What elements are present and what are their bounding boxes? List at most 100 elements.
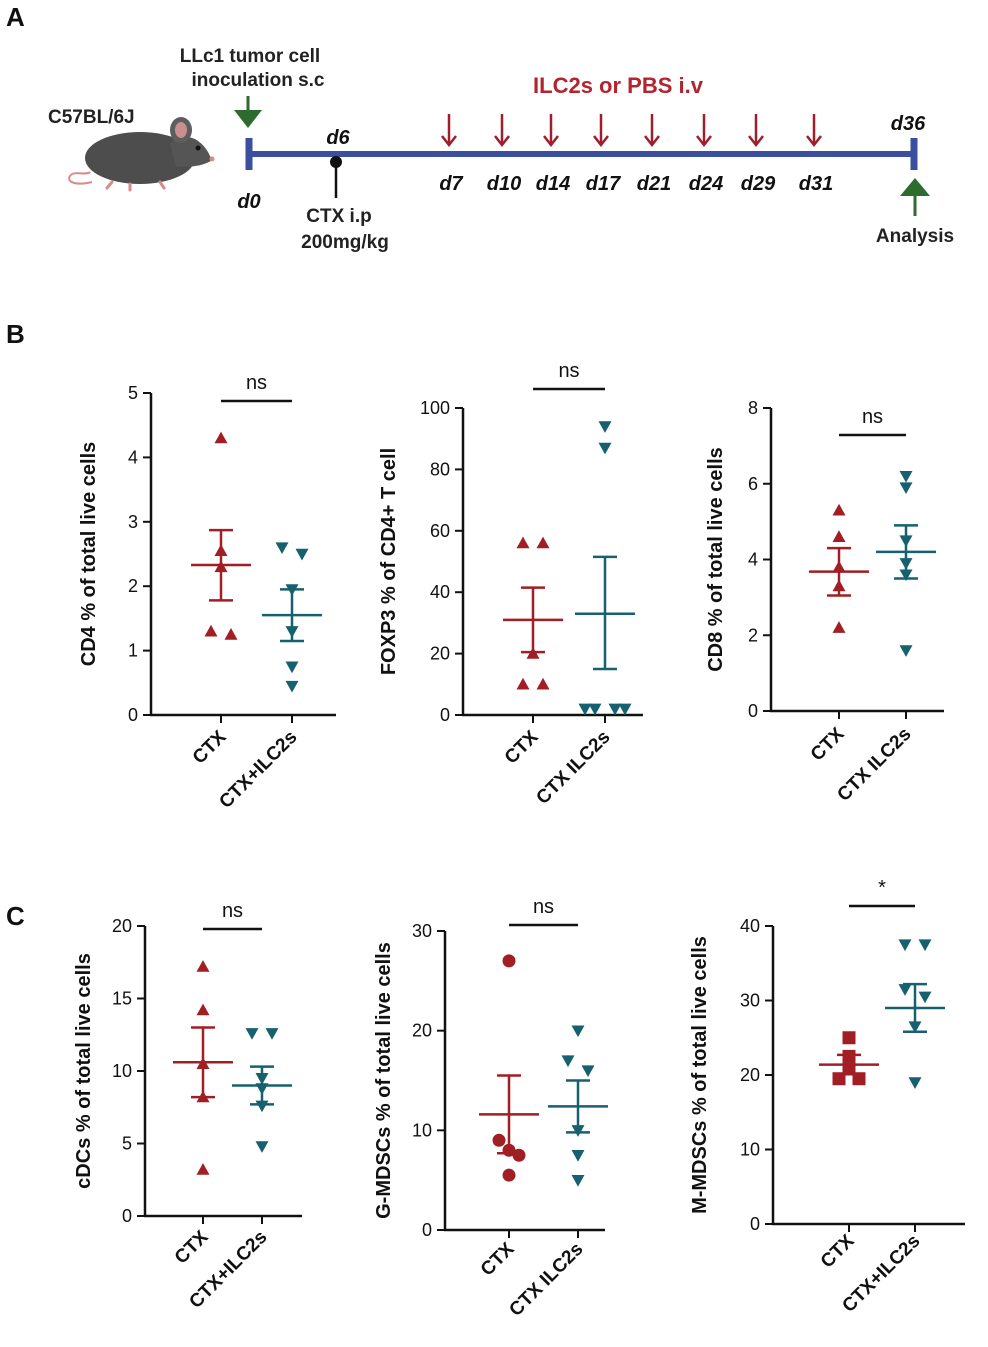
series-ilc2s [548,1025,608,1187]
injection-days: d7 d10 d14 d17 d21 d24 d29 d31 [439,173,833,195]
foxp3-chart: 0 20 40 60 80 100 FOXP3 % of CD4+ T cell CTXCTX… [378,360,643,809]
series-ctx [479,954,539,1182]
y-tick-label: 40 [430,582,450,602]
significance-label: ns [862,406,883,428]
significance-label: ns [246,372,267,394]
injection-arrow-icon [748,114,764,148]
injection-day-label: d7 [439,173,463,195]
inoculation-label-line2: inoculation s.c [191,70,324,91]
y-axis-label: CD8 % of total live cells [705,447,727,672]
data-point [598,442,612,455]
y-tick-label: 5 [128,383,138,403]
series-ctx [173,960,233,1175]
y-tick-label: 30 [412,921,432,941]
y-tick-label: 20 [412,1021,432,1041]
injection-arrows [441,114,822,148]
injection-arrow-icon [543,114,559,148]
data-point [295,548,309,561]
inoculation-arrow-icon [234,96,262,128]
analysis-arrow-icon [900,178,930,216]
y-tick-label: 6 [748,474,758,494]
ctx-dose-line2: 200mg/kg [301,232,389,253]
y-axis-label: G-MDSCs % of total live cells [373,942,395,1219]
y-tick-label: 40 [740,916,760,936]
data-point [832,621,846,633]
ctx-day-label: d6 [326,127,350,149]
series-ilc2s [885,939,945,1089]
series-ctx [503,536,563,690]
inoculation-label-line1: LLc1 tumor cell [180,46,320,67]
y-tick-label: 3 [128,512,138,532]
y-tick-label: 4 [128,447,138,467]
data-point [571,1025,585,1038]
category-label: CTX [501,726,543,768]
data-point [255,1141,269,1153]
data-point [502,954,516,968]
data-point [899,470,913,483]
significance-label: * [878,877,886,899]
category-label: CTX ILC2s [532,727,614,809]
injection-day-label: d10 [487,173,521,195]
data-point [512,1148,526,1162]
analysis-label: Analysis [876,226,954,247]
data-point [899,482,913,495]
y-tick-label: 30 [740,991,760,1011]
data-point [275,542,289,555]
injection-arrow-icon [494,114,510,148]
significance-label: ns [558,360,579,382]
ctx-dose-line1: CTX i.p [306,206,371,227]
series-ilc2s [575,421,635,716]
end-day-label: d36 [891,113,926,135]
data-point [502,1168,516,1182]
y-tick-label: 0 [750,1214,760,1234]
data-point [898,939,912,952]
injection-arrow-icon [441,114,457,148]
data-point [516,536,530,549]
data-point [204,624,218,637]
y-tick-label: 2 [748,625,758,645]
data-point [492,1133,506,1147]
treatment-label: ILC2s or PBS i.v [533,73,704,98]
injection-day-label: d31 [799,173,833,195]
y-tick-label: 100 [420,398,450,418]
data-point [245,1028,259,1040]
y-tick-label: 0 [128,705,138,725]
data-point [214,431,228,444]
data-point [578,703,592,716]
y-tick-label: 10 [112,1061,132,1081]
significance-label: ns [222,900,243,922]
series-ilc2s [876,470,936,657]
y-tick-label: 0 [440,705,450,725]
series-ilc2s [232,1028,292,1153]
data-point [561,1055,575,1068]
injection-day-label: d24 [689,173,723,195]
data-point [224,628,238,640]
data-point [536,677,550,690]
data-point [898,984,912,996]
y-tick-label: 80 [430,459,450,479]
data-point [842,1031,856,1045]
injection-day-label: d29 [741,173,776,195]
data-point [571,1150,585,1162]
injection-day-label: d17 [586,173,621,195]
y-tick-label: 20 [112,916,132,936]
category-label: CTX ILC2s [505,1239,587,1321]
data-point [832,503,846,516]
y-tick-label: 0 [748,701,758,721]
category-label: CTX [807,723,849,765]
y-tick-label: 5 [122,1134,132,1154]
y-tick-label: 0 [422,1220,432,1240]
injection-arrow-icon [644,114,660,148]
y-tick-label: 10 [412,1120,432,1140]
y-axis-label: cDCs % of total live cells [73,953,95,1189]
panel-letter-c: C [6,901,25,931]
data-point [196,1163,210,1175]
y-tick-label: 1 [128,641,138,661]
series-ctx [819,1031,879,1086]
gmdsc-chart: 0 10 20 30 G-MDSCs % of total live cells CTXC… [373,896,608,1321]
y-tick-label: 60 [430,521,450,541]
